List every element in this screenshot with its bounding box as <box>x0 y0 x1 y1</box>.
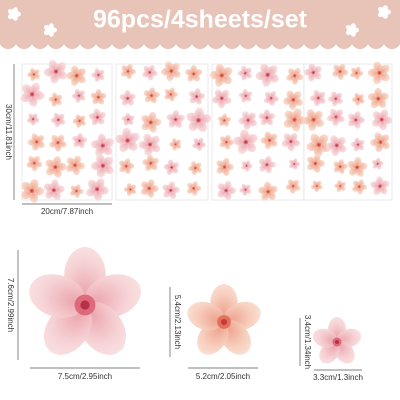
scallop <box>335 31 353 49</box>
scallop <box>383 31 400 49</box>
scallop <box>367 31 385 49</box>
scallop <box>159 31 177 49</box>
petal <box>350 23 356 31</box>
banner-flower <box>345 23 359 37</box>
scallop <box>79 31 97 49</box>
large-flower <box>23 247 147 365</box>
scallop <box>15 31 33 49</box>
scallop <box>287 31 305 49</box>
sticker-sheet <box>211 63 305 201</box>
scallop <box>191 31 209 49</box>
scallop <box>95 31 113 49</box>
banner-flower <box>43 23 57 37</box>
sticker-sheet <box>115 63 209 201</box>
scallop <box>255 31 273 49</box>
scallop <box>351 31 369 49</box>
medium-flower <box>183 284 265 361</box>
flower-height: 5.4cm/2.13inch <box>173 295 182 349</box>
sheets <box>17 54 397 207</box>
scallop <box>175 31 193 49</box>
small-flower <box>310 317 364 368</box>
flower-height: 7.6cm/2.99inch <box>6 278 15 332</box>
scallop <box>303 31 321 49</box>
scallop <box>223 31 241 49</box>
scallop <box>319 31 337 49</box>
sheet-height: 30cm/11.81inch <box>4 104 13 160</box>
flower-width: 3.3cm/1.3inch <box>313 373 363 382</box>
sticker-sheet <box>303 63 393 201</box>
banner <box>0 0 400 49</box>
scallop <box>0 31 17 49</box>
flower-width: 7.5cm/2.95inch <box>58 372 112 381</box>
scallop <box>63 31 81 49</box>
flower-width: 5.2cm/2.05inch <box>196 372 250 381</box>
sheet-width: 20cm/7.87inch <box>41 207 93 216</box>
petal <box>382 5 388 13</box>
title: 96pcs/4sheets/set <box>93 6 308 34</box>
scallop <box>127 31 145 49</box>
scallop <box>207 31 225 49</box>
scallop <box>271 31 289 49</box>
petal <box>12 7 18 15</box>
banner-flower <box>7 7 21 21</box>
scallop <box>31 31 49 49</box>
scallop <box>143 31 161 49</box>
scallop <box>239 31 257 49</box>
scallop <box>111 31 129 49</box>
petal <box>48 23 54 31</box>
banner-flower <box>377 5 391 19</box>
flower-height: 3.4cm/1.34inch <box>303 315 312 369</box>
